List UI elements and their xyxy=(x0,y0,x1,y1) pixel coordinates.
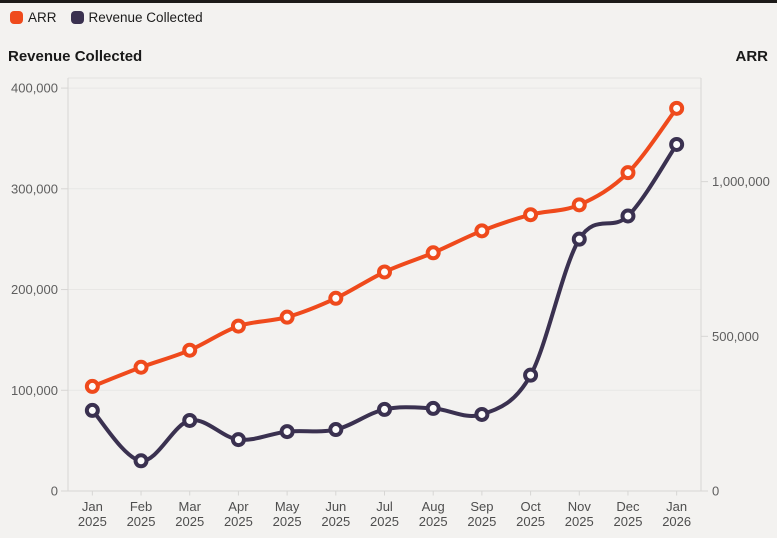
left-axis-tick-label: 300,000 xyxy=(11,181,58,196)
legend-item-revenue-collected[interactable]: Revenue Collected xyxy=(70,10,203,25)
revenue-collected-data-point[interactable] xyxy=(84,402,100,418)
revenue-collected-data-point[interactable] xyxy=(182,412,198,428)
x-axis-tick-label: Jan 2025 xyxy=(78,499,107,529)
revenue-collected-data-point[interactable] xyxy=(571,231,587,247)
arr-data-point[interactable] xyxy=(669,100,685,116)
right-axis-tick-label: 0 xyxy=(712,484,719,499)
arr-data-point[interactable] xyxy=(377,264,392,280)
right-axis-tick-label: 500,000 xyxy=(712,329,759,344)
right-axis-title: ARR xyxy=(735,48,769,65)
arr-data-point[interactable] xyxy=(425,245,441,261)
left-axis-title: Revenue Collected xyxy=(8,48,143,65)
arr-data-point[interactable] xyxy=(328,290,344,306)
x-axis-tick-label: Apr 2025 xyxy=(224,499,253,529)
window-top-edge xyxy=(0,0,777,3)
x-axis-tick-label: Jun 2025 xyxy=(321,499,350,529)
revenue-collected-legend-label: Revenue Collected xyxy=(88,10,203,25)
x-axis-tick-label: Feb 2025 xyxy=(127,499,156,529)
legend-item-arr[interactable]: ARR xyxy=(10,10,57,25)
x-axis-tick-label: Sep 2025 xyxy=(467,499,496,529)
arr-data-point[interactable] xyxy=(230,318,246,334)
x-axis-tick-label: Jul 2025 xyxy=(370,499,399,529)
revenue-collected-data-point[interactable] xyxy=(328,422,344,438)
revenue-collected-data-point[interactable] xyxy=(669,136,685,152)
arr-data-point[interactable] xyxy=(620,165,636,181)
x-axis-tick-label: May 2025 xyxy=(273,499,302,529)
arr-legend-label: ARR xyxy=(28,10,57,25)
left-axis-tick-label: 100,000 xyxy=(11,383,58,398)
revenue-collected-data-point[interactable] xyxy=(425,400,441,416)
left-axis-tick-label: 200,000 xyxy=(11,282,58,297)
arr-data-point[interactable] xyxy=(571,197,587,213)
left-axis-tick-label: 400,000 xyxy=(11,81,58,96)
revenue-collected-data-point[interactable] xyxy=(279,424,295,440)
revenue-collected-data-point[interactable] xyxy=(620,208,636,224)
x-axis-tick-label: Dec 2025 xyxy=(614,499,643,529)
revenue-collected-data-point[interactable] xyxy=(523,367,539,383)
arr-data-point[interactable] xyxy=(133,359,149,375)
left-axis-tick-label: 0 xyxy=(51,484,58,499)
x-axis-tick-label: Nov 2025 xyxy=(565,499,594,529)
revenue-collected-data-point[interactable] xyxy=(230,432,246,448)
arr-data-point[interactable] xyxy=(523,207,539,223)
revenue-collected-data-point[interactable] xyxy=(377,401,392,417)
right-axis-tick-label: 1,000,000 xyxy=(712,174,770,189)
revenue-collected-legend-swatch xyxy=(70,11,84,24)
arr-data-point[interactable] xyxy=(474,223,490,239)
revenue-collected-data-point[interactable] xyxy=(133,453,149,469)
arr-data-point[interactable] xyxy=(182,342,198,358)
arr-data-point[interactable] xyxy=(279,309,295,325)
chart-legend: ARR Revenue Collected xyxy=(10,10,203,25)
arr-line[interactable] xyxy=(90,106,679,389)
x-axis-tick-label: Mar 2025 xyxy=(175,499,204,529)
x-axis-tick-label: Oct 2025 xyxy=(516,499,545,529)
arr-legend-swatch xyxy=(10,11,23,24)
arr-data-point[interactable] xyxy=(84,378,100,394)
revenue-collected-data-point[interactable] xyxy=(474,406,490,422)
x-axis-tick-label: Jan 2026 xyxy=(662,499,691,529)
x-axis-tick-label: Aug 2025 xyxy=(419,499,448,529)
